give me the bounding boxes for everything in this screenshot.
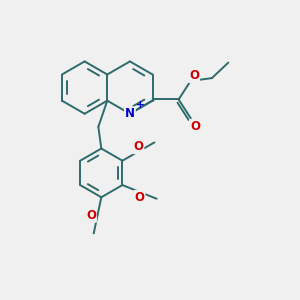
Text: O: O [189, 69, 199, 82]
Text: O: O [86, 209, 96, 222]
Text: O: O [190, 120, 200, 133]
Text: +: + [136, 100, 145, 110]
Text: O: O [134, 140, 143, 153]
Text: N: N [125, 107, 135, 120]
Text: O: O [134, 191, 145, 204]
